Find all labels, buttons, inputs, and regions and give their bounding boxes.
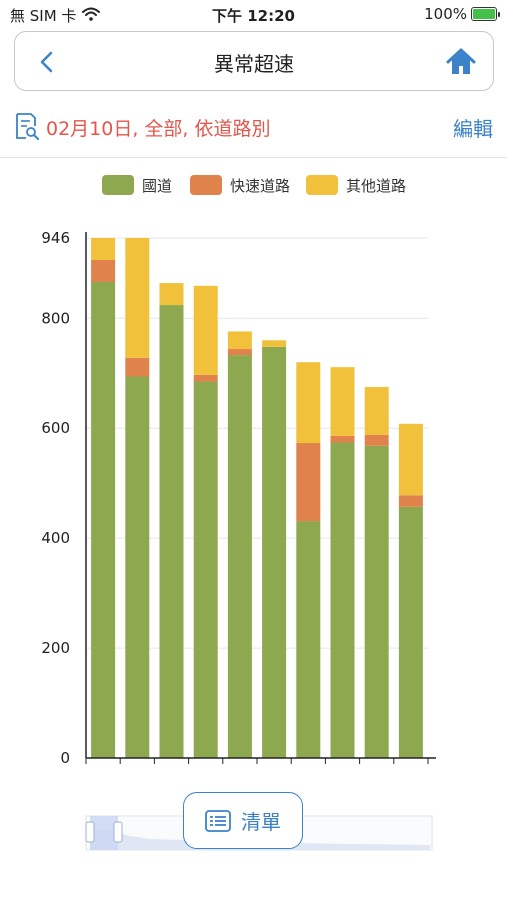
bar-segment-1	[398, 495, 423, 507]
y-tick-label: 200	[41, 639, 70, 657]
bar-segment-0	[91, 281, 116, 758]
bar-segment-0	[262, 346, 287, 758]
legend-swatch	[306, 175, 338, 195]
bar-segment-1	[364, 434, 389, 446]
bar-segment-1	[330, 435, 355, 443]
home-button[interactable]	[443, 44, 479, 80]
divider	[0, 157, 507, 158]
legend-label: 國道	[142, 177, 172, 195]
bar-segment-1	[193, 374, 218, 382]
edit-button[interactable]: 編輯	[453, 117, 493, 141]
bar-segment-1	[227, 349, 252, 356]
nav-bar: 異常超速	[14, 31, 494, 91]
bar-segment-1	[125, 357, 150, 377]
y-axis-ticks: 0 200 400 600 800 946	[41, 229, 70, 767]
bar-segment-2	[330, 367, 355, 436]
status-time: 下午 12:20	[212, 7, 295, 25]
y-tick-label: 0	[60, 749, 70, 767]
bar-segment-0	[330, 442, 355, 758]
document-search-icon	[16, 113, 39, 140]
status-right: 100%	[424, 5, 500, 23]
home-icon	[446, 48, 476, 74]
y-tick-label: 600	[41, 419, 70, 437]
bar-segment-2	[193, 285, 218, 375]
legend-label: 其他道路	[346, 177, 406, 195]
bar-segment-0	[193, 381, 218, 758]
stacked-bar-chart: 國道 快速道路 其他道路 0 200 400 600 800 946	[41, 175, 436, 851]
bar-segment-2	[398, 423, 423, 496]
filter-row: 02月10日, 全部, 依道路別 編輯	[0, 108, 507, 146]
y-tick-label: 800	[41, 309, 70, 327]
legend-swatch	[102, 175, 134, 195]
bar-segment-0	[296, 521, 321, 758]
bar-segment-2	[91, 238, 116, 260]
legend-swatch	[190, 175, 222, 195]
carrier-label: 無 SIM 卡	[10, 7, 77, 25]
bar-segment-0	[159, 305, 184, 758]
battery-icon	[471, 7, 500, 21]
status-left: 無 SIM 卡	[10, 5, 101, 26]
filter-summary[interactable]: 02月10日, 全部, 依道路別	[46, 118, 271, 140]
bar-segment-1	[91, 259, 116, 282]
page-title: 異常超速	[214, 52, 294, 76]
status-bar: 無 SIM 卡 下午 12:20 100%	[0, 0, 507, 30]
bar-segment-0	[364, 445, 389, 758]
wifi-icon	[82, 7, 101, 25]
legend-label: 快速道路	[230, 177, 290, 195]
bar-segment-2	[296, 362, 321, 444]
bar-segment-2	[262, 340, 287, 347]
bar-segment-2	[159, 283, 184, 306]
list-button-label: 清單	[241, 810, 281, 834]
list-button[interactable]: 清單	[183, 792, 303, 849]
bar-segment-0	[125, 376, 150, 758]
navigator-selection	[90, 816, 118, 850]
list-icon	[205, 809, 231, 832]
chevron-left-icon	[40, 51, 53, 73]
bar-segment-2	[227, 331, 252, 350]
bar-segment-2	[364, 386, 389, 435]
battery-percent: 100%	[424, 5, 467, 23]
y-tick-label: 946	[41, 229, 70, 247]
bar-segment-1	[296, 443, 321, 522]
navigator-right-handle	[113, 821, 123, 843]
navigator-overview-area	[90, 828, 430, 850]
back-button[interactable]	[29, 44, 65, 80]
bar-segment-0	[398, 506, 423, 758]
chart-bars	[91, 238, 423, 758]
bar-segment-2	[125, 238, 150, 358]
chart-axes	[85, 232, 436, 764]
y-tick-label: 400	[41, 529, 70, 547]
navigator-left-handle	[85, 821, 95, 843]
chart-legend: 國道 快速道路 其他道路	[102, 175, 406, 195]
bar-segment-0	[227, 355, 252, 758]
